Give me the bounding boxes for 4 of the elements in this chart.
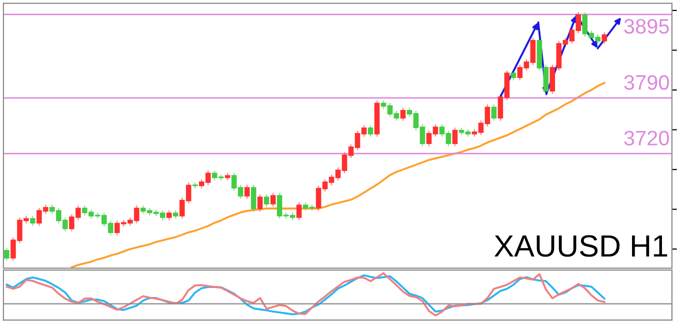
ref-line-label: 3895 [624, 18, 669, 34]
ref-line-label: 3790 [624, 75, 669, 90]
annotation: XAUUSD H1 [494, 235, 668, 257]
ref-line-label: 3720 [624, 130, 669, 146]
